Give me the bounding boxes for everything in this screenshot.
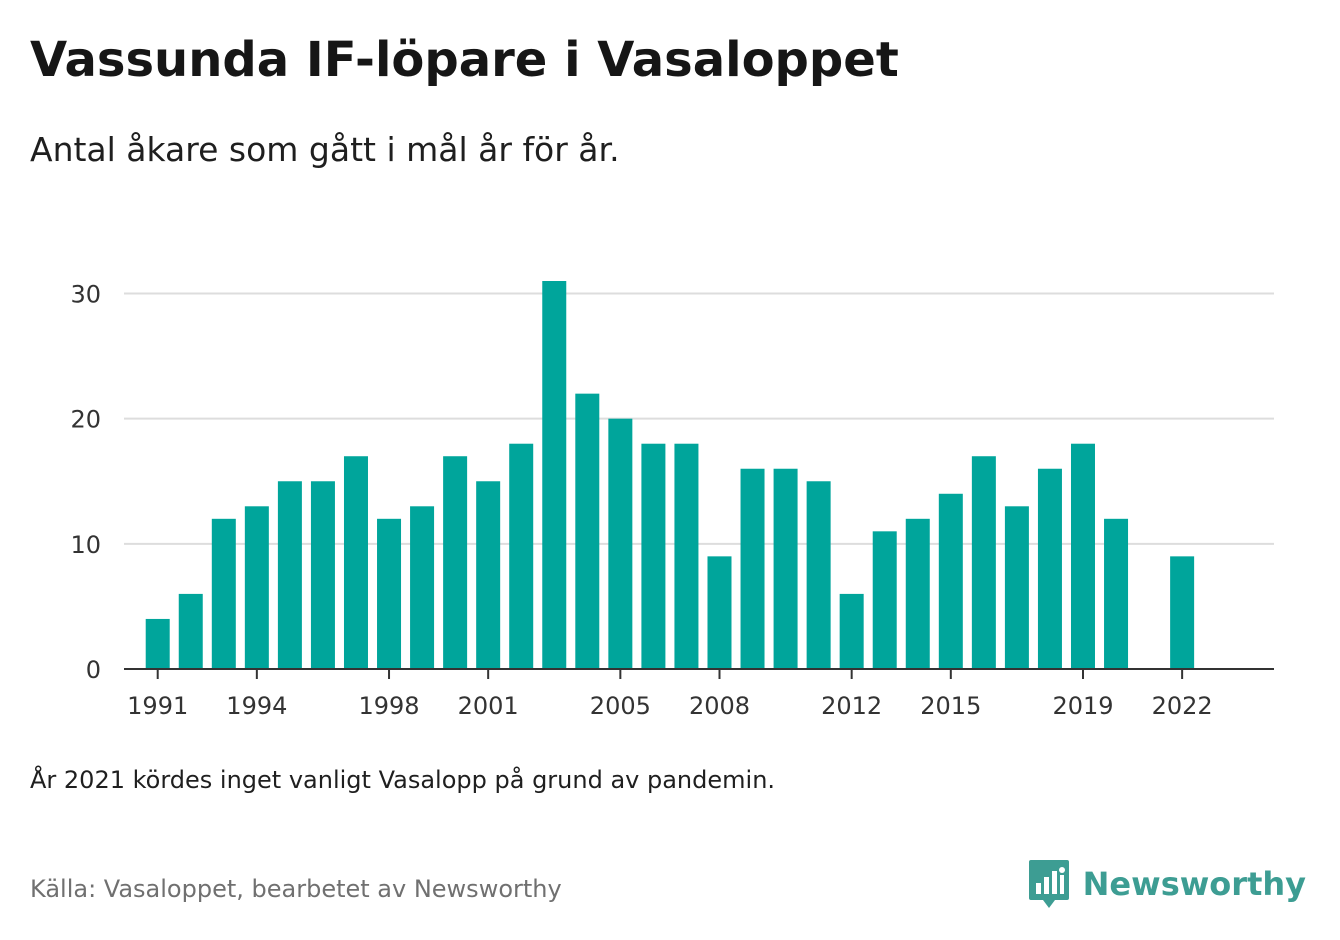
x-tick-label: 2008 <box>689 692 750 720</box>
bar-1996 <box>310 481 335 669</box>
bar-1993 <box>211 518 236 669</box>
y-tick-label: 10 <box>70 531 101 559</box>
bar-2009 <box>740 468 765 669</box>
x-tick-label: 2022 <box>1152 692 1213 720</box>
bar-2007 <box>674 443 699 669</box>
axes: 0 10 20 30 1991 1994 1998 2001 2005 2008 2012 2015 2… <box>70 281 1274 720</box>
bar-2011 <box>806 481 831 669</box>
bar-2004 <box>575 393 600 669</box>
chart-subtitle: Antal åkare som gått i mål år för år. <box>30 130 620 169</box>
bar-2003 <box>542 281 567 669</box>
bar-2016 <box>971 456 996 669</box>
bar-2010 <box>773 468 798 669</box>
x-tick-label: 2019 <box>1052 692 1113 720</box>
bar-1999 <box>410 506 435 669</box>
chart-title: Vassunda IF-löpare i Vasaloppet <box>30 32 899 88</box>
bar-2006 <box>641 443 666 669</box>
bar-1998 <box>377 518 402 669</box>
bar-1992 <box>178 593 203 669</box>
bar-2014 <box>905 518 930 669</box>
bar-1994 <box>244 506 269 669</box>
bar-2015 <box>938 493 963 669</box>
bar-2012 <box>839 593 864 669</box>
y-tick-label: 30 <box>70 281 101 309</box>
bar-chart-speech-bubble-icon <box>1028 860 1069 908</box>
bar-2017 <box>1004 506 1029 669</box>
bars <box>145 281 1195 669</box>
brand-name: Newsworthy <box>1082 865 1306 903</box>
brand-logo-link[interactable]: Newsworthy <box>1028 860 1306 908</box>
bar-2018 <box>1037 468 1062 669</box>
x-tick-label: 2012 <box>821 692 882 720</box>
x-tick-label: 1994 <box>226 692 287 720</box>
bar-2005 <box>608 418 633 669</box>
bar-1991 <box>145 618 170 669</box>
x-tick-label: 2015 <box>920 692 981 720</box>
y-tick-label: 0 <box>86 656 101 684</box>
bar-2008 <box>707 556 732 669</box>
bar-2019 <box>1070 443 1095 669</box>
bar-1997 <box>343 456 368 669</box>
source-credit: Källa: Vasaloppet, bearbetet av Newswort… <box>30 875 562 903</box>
x-tick-label: 2005 <box>590 692 651 720</box>
y-tick-label: 20 <box>70 406 101 434</box>
x-tick-label: 1998 <box>358 692 419 720</box>
footnote: År 2021 kördes inget vanligt Vasalopp på… <box>30 766 776 794</box>
bar-1995 <box>277 481 302 669</box>
bar-2022 <box>1170 556 1195 669</box>
bar-2000 <box>443 456 468 669</box>
bar-2020 <box>1104 518 1129 669</box>
bar-2013 <box>872 531 897 669</box>
bar-2001 <box>476 481 501 669</box>
bar-2002 <box>509 443 534 669</box>
x-tick-label: 1991 <box>127 692 188 720</box>
x-tick-label: 2001 <box>458 692 519 720</box>
